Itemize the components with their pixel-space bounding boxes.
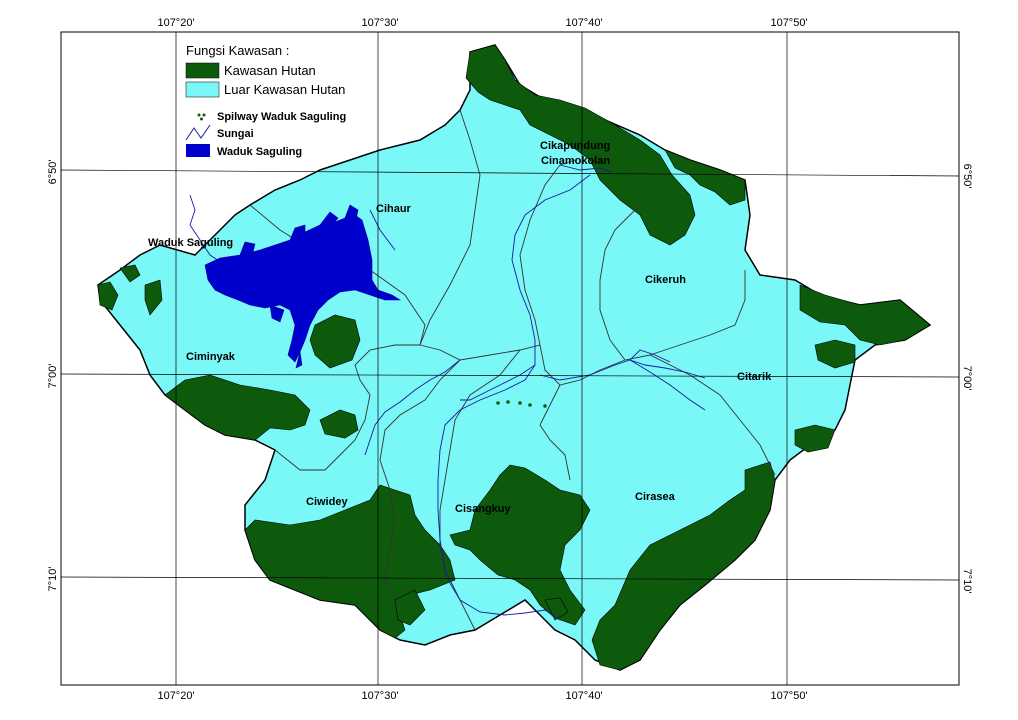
spillway-markers [496, 400, 547, 408]
forest-northeast [664, 149, 746, 206]
place-label-waduk-saguling: Waduk Saguling [148, 237, 233, 249]
forest-northwest-1 [97, 281, 119, 311]
forest-reservoir-south [309, 314, 361, 369]
forest-north [465, 44, 696, 246]
spillway-icon [496, 401, 500, 405]
legend-swatch-forest [185, 62, 220, 79]
rivers [189, 164, 706, 621]
graticule-lines [60, 32, 960, 685]
forest-west-2 [319, 409, 359, 439]
top-tick-label: 107°20' [157, 17, 194, 29]
top-tick-label: 107°30' [361, 17, 398, 29]
forest-northwest-3 [144, 279, 163, 316]
subwatershed-boundaries [249, 109, 776, 631]
forest-east-2 [814, 339, 856, 369]
place-label-cikapundung: Cikapundung [540, 140, 610, 152]
spillway-icon [518, 401, 522, 405]
graticule-bottom-labels: 107°20' 107°30' 107°40' 107°50' [157, 690, 807, 702]
left-tick-label: 7°10' [47, 567, 59, 592]
forest-northwest-2 [119, 264, 141, 283]
place-label-cinamokolan: Cinamokolan [541, 155, 610, 167]
legend-label-river: Sungai [217, 128, 254, 140]
legend-swatch-nonforest [185, 81, 220, 98]
bottom-tick-label: 107°50' [770, 690, 807, 702]
place-label-cikeruh: Cikeruh [645, 274, 686, 286]
place-label-ciwidey: Ciwidey [306, 496, 348, 508]
spillway-icon [528, 403, 532, 407]
place-labels: Cihaur Waduk Saguling Cikapundung Cinamo… [148, 140, 772, 515]
spillway-icon [543, 404, 547, 408]
spillway-icon [506, 400, 510, 404]
legend-label-reservoir: Waduk Saguling [217, 146, 302, 158]
forest-east-1 [799, 284, 931, 346]
graticule-top-labels: 107°20' 107°30' 107°40' 107°50' [157, 17, 807, 29]
legend-label-nonforest: Luar Kawasan Hutan [224, 82, 345, 97]
legend-label-forest: Kawasan Hutan [224, 63, 316, 78]
graticule-left-labels: 6°50' 7°00' 7°10' [47, 160, 59, 592]
right-tick-label: 7°10' [961, 569, 973, 594]
forest-south-islands [394, 589, 426, 626]
legend-title: Fungsi Kawasan : [186, 43, 289, 58]
bottom-tick-label: 107°20' [157, 690, 194, 702]
place-label-cihaur: Cihaur [376, 203, 412, 215]
place-label-cisangkuy: Cisangkuy [455, 503, 512, 515]
bottom-tick-label: 107°30' [361, 690, 398, 702]
reservoir-fill-icon [186, 144, 210, 157]
forest-west [164, 374, 311, 441]
right-tick-label: 7°00' [961, 366, 973, 391]
reservoir-waduk-saguling [204, 204, 402, 369]
legend-label-spillway: Spilway Waduk Saguling [217, 111, 346, 123]
left-tick-label: 7°00' [47, 364, 59, 389]
forest-southeast [591, 461, 776, 671]
forest-south-islands-2 [544, 597, 569, 621]
graticule-right-labels: 6°50' 7°00' 7°10' [961, 164, 973, 594]
forest-east-3 [794, 424, 836, 453]
place-label-cirasea: Cirasea [635, 491, 676, 503]
river-line-icon [185, 124, 211, 141]
legend: Fungsi Kawasan : Kawasan Hutan Luar Kawa… [185, 43, 346, 158]
bottom-tick-label: 107°40' [565, 690, 602, 702]
top-tick-label: 107°50' [770, 17, 807, 29]
top-tick-label: 107°40' [565, 17, 602, 29]
spillway-icon [197, 113, 206, 121]
forest-areas [97, 44, 931, 671]
place-label-ciminyak: Ciminyak [186, 351, 236, 363]
place-label-citarik: Citarik [737, 371, 772, 383]
left-tick-label: 6°50' [47, 160, 59, 185]
right-tick-label: 6°50' [961, 164, 973, 189]
